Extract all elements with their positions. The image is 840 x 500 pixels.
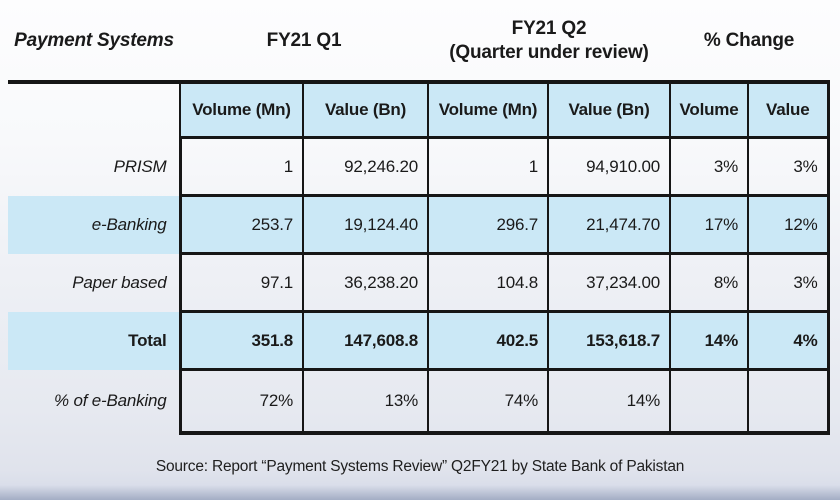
column-header-q2-volume: Volume (Mn) <box>427 80 549 139</box>
data-cell: 21,474.70 <box>547 194 671 255</box>
group-header-fy21-q2-line1: FY21 Q2 <box>511 18 587 40</box>
data-cell: 3% <box>747 252 830 313</box>
data-cell: 4% <box>747 310 830 371</box>
data-cell: 97.1 <box>178 252 304 313</box>
data-cell: 19,124.40 <box>302 194 429 255</box>
table-row-percent-of-ebanking: % of e-Banking 72% 13% 74% 14% <box>8 368 830 435</box>
data-cell: 94,910.00 <box>547 136 671 197</box>
table-row-ebanking: e-Banking 253.7 19,124.40 296.7 21,474.7… <box>8 194 830 255</box>
data-cell: 402.5 <box>427 310 549 371</box>
corner-cell <box>8 80 180 138</box>
row-label: e-Banking <box>8 195 180 254</box>
data-cell: 74% <box>427 368 549 435</box>
data-cell: 12% <box>747 194 830 255</box>
data-cell: 1 <box>427 136 549 197</box>
data-cell: 253.7 <box>178 194 304 255</box>
data-cell: 14% <box>547 368 671 435</box>
row-label: Total <box>8 311 180 370</box>
group-header-fy21-q1: FY21 Q1 <box>266 30 342 52</box>
table-group-header-row: Payment Systems FY21 Q1 FY21 Q2 (Quarter… <box>8 6 828 76</box>
data-cell: 147,608.8 <box>302 310 429 371</box>
row-label: % of e-Banking <box>54 391 167 411</box>
data-cell: 351.8 <box>178 310 304 371</box>
data-cell: 153,618.7 <box>547 310 671 371</box>
column-header-q1-value: Value (Bn) <box>302 80 429 139</box>
data-cell: 37,234.00 <box>547 252 671 313</box>
column-header-row: Volume (Mn) Value (Bn) Volume (Mn) Value… <box>8 80 830 139</box>
group-header-fy21-q2-line2: (Quarter under review) <box>449 42 649 63</box>
table-row-paper-based: Paper based 97.1 36,238.20 104.8 37,234.… <box>8 252 830 313</box>
data-cell: 3% <box>747 136 830 197</box>
corner-title: Payment Systems <box>14 30 174 52</box>
data-cell <box>669 368 749 435</box>
data-cell: 296.7 <box>427 194 549 255</box>
group-header-percent-change: % Change <box>703 30 795 52</box>
data-cell: 14% <box>669 310 749 371</box>
data-cell: 13% <box>302 368 429 435</box>
data-cell: 104.8 <box>427 252 549 313</box>
data-cell: 17% <box>669 194 749 255</box>
row-label: PRISM <box>113 156 167 176</box>
source-note: Source: Report “Payment Systems Review” … <box>155 458 685 475</box>
row-label: Paper based <box>72 272 167 292</box>
column-header-change-value: Value <box>747 80 830 139</box>
data-cell: 36,238.20 <box>302 252 429 313</box>
data-cell: 72% <box>178 368 304 435</box>
data-cell <box>747 368 830 435</box>
table-row-total: Total 351.8 147,608.8 402.5 153,618.7 14… <box>8 310 830 371</box>
data-cell: 1 <box>178 136 304 197</box>
table-row-prism: PRISM 1 92,246.20 1 94,910.00 3% 3% <box>8 136 830 197</box>
column-header-q1-volume: Volume (Mn) <box>179 80 304 139</box>
group-header-fy21-q2: FY21 Q2 (Quarter under review) <box>428 17 670 65</box>
column-header-q2-value: Value (Bn) <box>547 80 671 139</box>
data-cell: 3% <box>669 136 749 197</box>
data-cell: 8% <box>669 252 749 313</box>
column-header-change-volume: Volume <box>669 80 749 139</box>
payment-systems-table: Volume (Mn) Value (Bn) Volume (Mn) Value… <box>8 80 830 435</box>
data-cell: 92,246.20 <box>302 136 429 197</box>
